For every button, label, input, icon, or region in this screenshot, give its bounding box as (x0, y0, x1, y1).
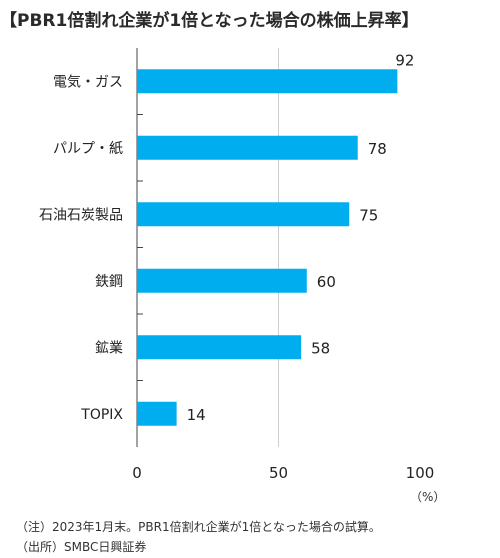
value-label: 75 (359, 206, 378, 224)
footnote-source: （出所）SMBC日興証券 (16, 540, 147, 554)
chart-title: 【PBR1倍割れ企業が1倍となった場合の株価上昇率】 (0, 11, 419, 31)
category-label: 電気・ガス (53, 74, 123, 90)
bar-5 (137, 401, 177, 426)
category-label: 鉄鋼 (95, 274, 123, 290)
value-label: 60 (317, 273, 336, 291)
category-label: 鉱業 (95, 339, 123, 356)
footnote-note: （注）2023年1月末。PBR1倍割れ企業が1倍となった場合の試算。 (16, 520, 381, 534)
value-label: 92 (395, 51, 414, 69)
bar-4 (137, 335, 302, 360)
category-label: パルプ・紙 (53, 141, 123, 157)
value-label: 78 (368, 140, 387, 158)
x-tick-label: 100 (406, 464, 435, 482)
x-tick-label: 50 (269, 464, 288, 482)
bar-2 (137, 202, 350, 227)
x-axis-unit: （%） (410, 490, 446, 504)
value-label: 58 (311, 339, 330, 357)
bar-0 (137, 69, 398, 94)
category-label: TOPIX (80, 407, 123, 423)
bar-3 (137, 268, 307, 293)
bar-1 (137, 135, 358, 160)
value-label: 14 (187, 406, 206, 424)
category-label: 石油石炭製品 (39, 207, 123, 223)
x-tick-label: 0 (132, 464, 142, 482)
